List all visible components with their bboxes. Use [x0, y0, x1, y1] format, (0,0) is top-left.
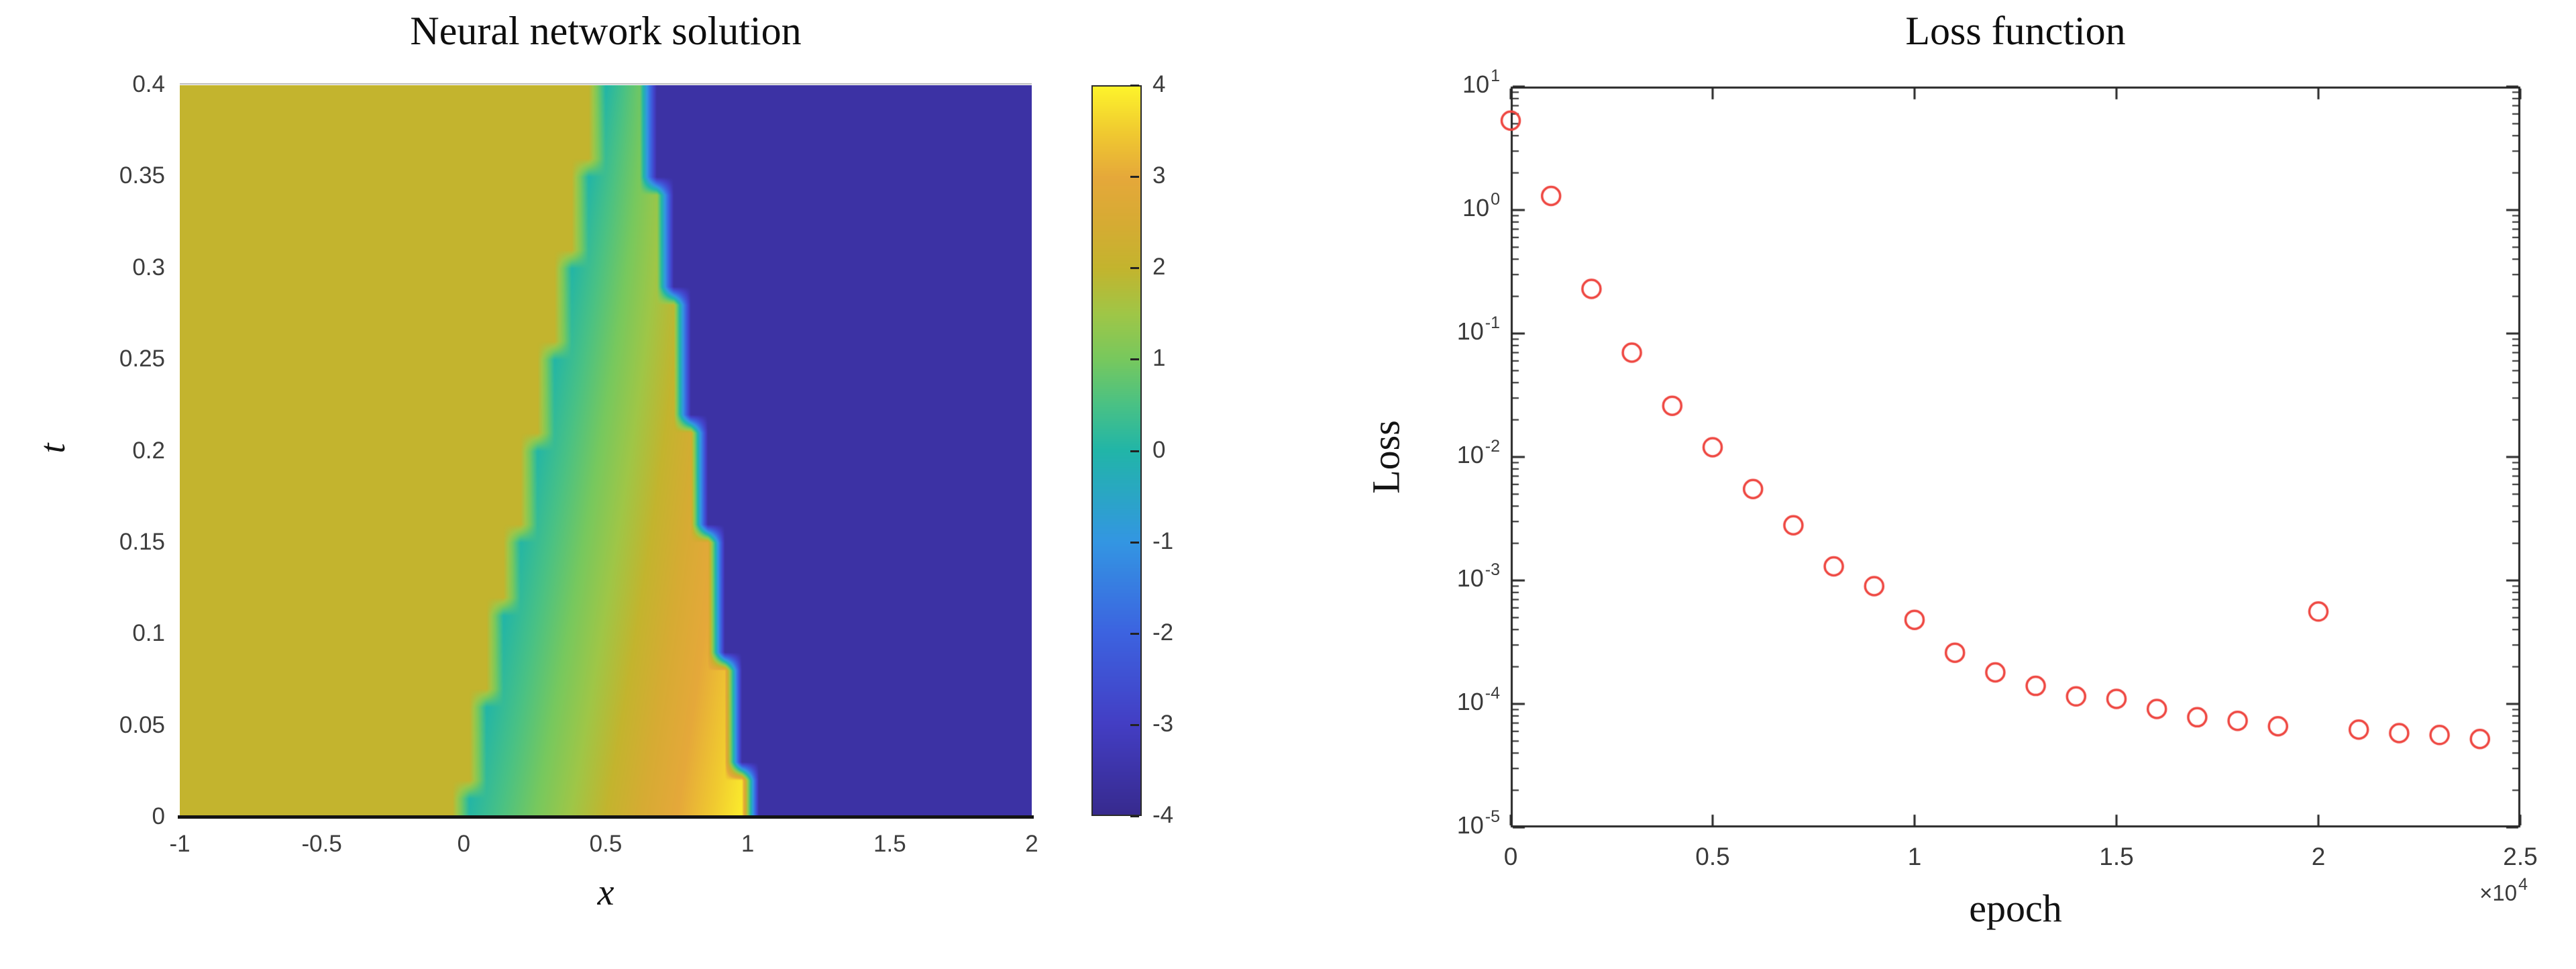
- colorbar-tick-mark: [1130, 176, 1139, 178]
- y-tick-label: 0: [152, 803, 165, 829]
- x-tick-label: 2: [1025, 831, 1038, 857]
- loss-plot: [1481, 57, 2550, 857]
- loss-xlabel: epoch: [1969, 886, 2062, 930]
- colorbar-tick-mark: [1130, 450, 1139, 452]
- colorbar-tick-mark: [1130, 358, 1139, 361]
- heatmap-top-border: [180, 83, 1032, 85]
- x-tick-label: 0.5: [589, 831, 623, 857]
- loss-x-tick-label: 0: [1503, 843, 1518, 870]
- colorbar-tick-label: 4: [1152, 71, 1166, 97]
- y-tick-label: 0.2: [132, 437, 165, 464]
- loss-x-scale-label: ×104: [2387, 875, 2528, 906]
- colorbar-tick-label: -4: [1152, 802, 1174, 828]
- y-tick-label: 0.4: [132, 71, 165, 97]
- colorbar-tick-label: 2: [1152, 254, 1166, 280]
- x-tick-label: 0: [457, 831, 471, 857]
- y-tick-label: 0.35: [119, 162, 165, 189]
- colorbar-tick-label: 3: [1152, 162, 1166, 189]
- colorbar-tick-mark: [1130, 267, 1139, 270]
- y-tick-label: 0.3: [132, 254, 165, 280]
- y-tick-label: 0.1: [132, 620, 165, 647]
- x-scale-prefix: ×10: [2479, 880, 2518, 905]
- loss-x-tick-label: 2: [2311, 843, 2326, 870]
- loss-title: Loss function: [1905, 9, 2126, 53]
- heatmap-plot: [180, 85, 1032, 817]
- loss-x-tick-label: 1.5: [2099, 843, 2134, 870]
- loss-y-tick-label: 101: [1462, 66, 1500, 98]
- loss-y-tick-label: 10-4: [1456, 684, 1500, 715]
- colorbar-tick-label: 1: [1152, 345, 1166, 372]
- loss-x-tick-label: 1: [1907, 843, 1922, 870]
- x-tick-label: 1: [741, 831, 755, 857]
- colorbar-tick-label: 0: [1152, 436, 1166, 463]
- x-scale-exponent: 4: [2518, 875, 2528, 894]
- y-tick-label: 0.25: [119, 346, 165, 372]
- heatmap-x-axis-line: [178, 815, 1034, 819]
- loss-y-tick-label: 100: [1462, 190, 1500, 221]
- colorbar-tick-mark: [1130, 815, 1139, 817]
- colorbar-tick-mark: [1130, 541, 1139, 544]
- x-tick-label: -1: [169, 831, 191, 857]
- loss-x-tick-label: 0.5: [1695, 843, 1730, 870]
- x-tick-label: -0.5: [301, 831, 342, 857]
- loss-y-tick-label: 10-2: [1456, 437, 1500, 468]
- loss-y-tick-label: 10-5: [1456, 807, 1500, 839]
- colorbar-tick-label: -2: [1152, 619, 1174, 646]
- colorbar-tick-mark: [1130, 85, 1139, 87]
- heatmap-xlabel: x: [597, 872, 614, 913]
- colorbar-tick-label: -1: [1152, 527, 1174, 554]
- y-tick-label: 0.15: [119, 528, 165, 555]
- colorbar-tick-mark: [1130, 632, 1139, 635]
- loss-x-tick-label: 2.5: [2503, 843, 2538, 870]
- colorbar-tick-label: -3: [1152, 710, 1174, 737]
- x-tick-label: 1.5: [873, 831, 906, 857]
- loss-y-tick-label: 10-1: [1456, 313, 1500, 345]
- heatmap-title: Neural network solution: [410, 9, 802, 53]
- y-tick-label: 0.05: [119, 711, 165, 738]
- loss-y-tick-label: 10-3: [1456, 560, 1500, 592]
- colorbar-tick-mark: [1130, 723, 1139, 726]
